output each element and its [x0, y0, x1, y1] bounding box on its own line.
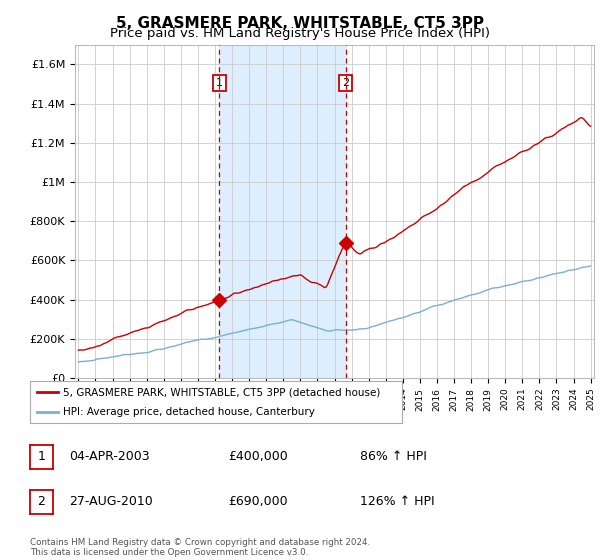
Text: Price paid vs. HM Land Registry's House Price Index (HPI): Price paid vs. HM Land Registry's House … — [110, 27, 490, 40]
Text: 2: 2 — [342, 78, 349, 88]
Text: 1: 1 — [216, 78, 223, 88]
Text: 126% ↑ HPI: 126% ↑ HPI — [360, 494, 434, 508]
Text: 5, GRASMERE PARK, WHITSTABLE, CT5 3PP: 5, GRASMERE PARK, WHITSTABLE, CT5 3PP — [116, 16, 484, 31]
Text: 2: 2 — [37, 495, 46, 508]
Text: 1: 1 — [37, 450, 46, 464]
Bar — [219, 45, 346, 378]
Text: £400,000: £400,000 — [228, 450, 288, 463]
Text: 5, GRASMERE PARK, WHITSTABLE, CT5 3PP (detached house): 5, GRASMERE PARK, WHITSTABLE, CT5 3PP (d… — [64, 387, 381, 397]
Text: HPI: Average price, detached house, Canterbury: HPI: Average price, detached house, Cant… — [64, 407, 316, 417]
Text: Contains HM Land Registry data © Crown copyright and database right 2024.
This d: Contains HM Land Registry data © Crown c… — [30, 538, 370, 557]
Text: 27-AUG-2010: 27-AUG-2010 — [69, 494, 153, 508]
Text: 04-APR-2003: 04-APR-2003 — [69, 450, 149, 463]
Text: 86% ↑ HPI: 86% ↑ HPI — [360, 450, 427, 463]
Text: £690,000: £690,000 — [228, 494, 287, 508]
